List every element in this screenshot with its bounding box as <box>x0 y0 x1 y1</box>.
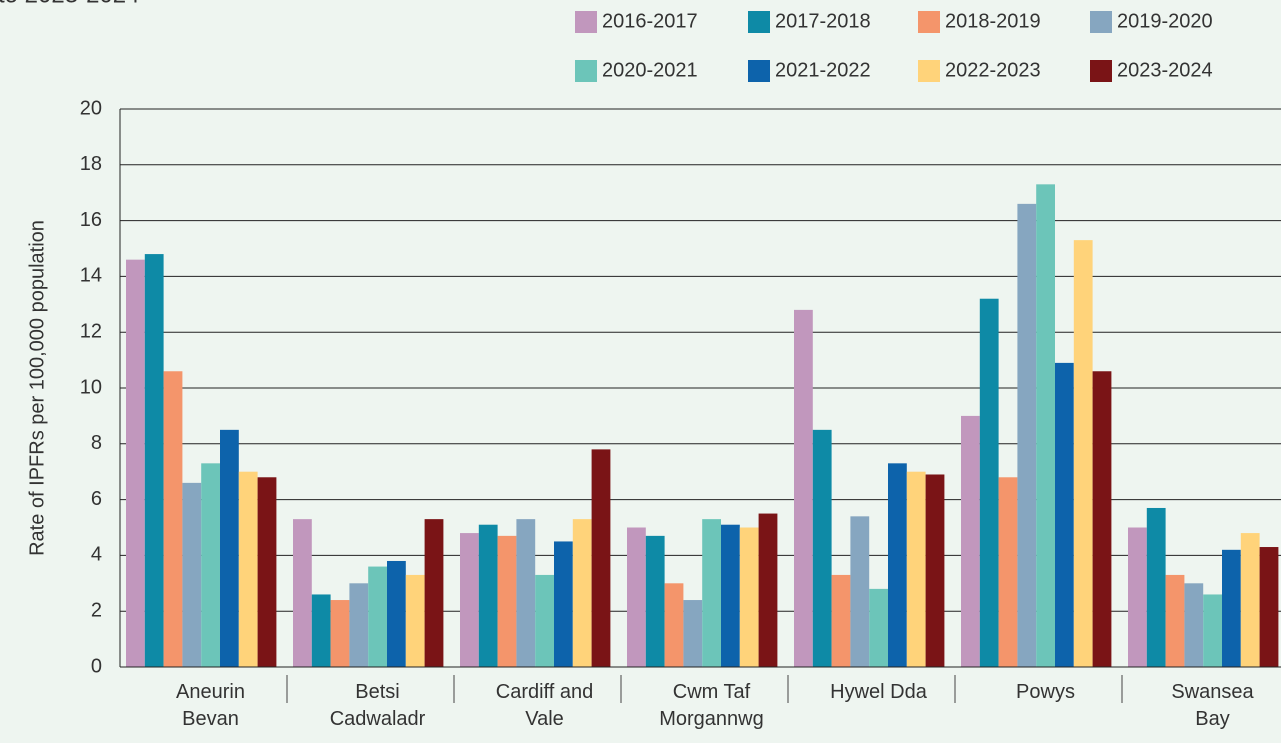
x-tick-label: Aneurin Bevan <box>176 681 245 730</box>
bar <box>201 463 220 667</box>
bar <box>554 541 573 667</box>
y-tick-label: 6 <box>91 488 102 510</box>
bar <box>1017 203 1037 668</box>
bar <box>163 371 183 667</box>
bar <box>739 527 759 667</box>
y-tick-label: 20 <box>80 97 102 119</box>
bar <box>888 463 907 667</box>
bar <box>850 516 870 667</box>
legend-swatch <box>748 11 770 33</box>
x-tick-label: Cwm Taf Morgannwg <box>659 681 764 730</box>
y-tick-label: 18 <box>80 153 102 175</box>
bar <box>998 477 1018 667</box>
bar <box>812 429 832 667</box>
bar <box>405 574 425 667</box>
bar <box>1055 362 1074 667</box>
x-tick-label: Betsi Cadwaladr <box>329 681 426 730</box>
chart-title: to 2023-2024 <box>0 0 139 8</box>
y-tick-label: 14 <box>80 265 102 287</box>
x-tick-label: Powys <box>1016 681 1075 703</box>
bar <box>1240 533 1260 667</box>
bar <box>478 524 498 667</box>
bar <box>1073 240 1093 667</box>
bar <box>1222 549 1241 667</box>
legend-label: 2023-2024 <box>1117 59 1213 81</box>
bar <box>627 527 646 667</box>
bar <box>126 259 145 667</box>
bar <box>1036 184 1055 667</box>
bar <box>311 594 331 667</box>
bar <box>387 560 406 667</box>
bar <box>220 429 239 667</box>
legend-label: 2018-2019 <box>945 10 1041 32</box>
bar <box>702 519 721 667</box>
y-axis-label: Rate of IPFRs per 100,000 population <box>26 220 48 556</box>
bar <box>572 519 592 667</box>
bar <box>424 519 444 667</box>
bar <box>664 583 684 667</box>
legend-swatch <box>575 11 597 33</box>
y-tick-label: 12 <box>80 320 102 342</box>
y-tick-label: 2 <box>91 599 102 621</box>
bar <box>1259 547 1279 667</box>
bar <box>906 471 926 667</box>
y-tick-label: 16 <box>80 209 102 231</box>
bar <box>758 513 778 667</box>
bar <box>330 600 350 667</box>
legend-swatch <box>1090 11 1112 33</box>
x-tick-label: Cardiff and Vale <box>495 681 594 730</box>
legend-swatch <box>748 60 770 82</box>
bar <box>831 574 851 667</box>
bar <box>1146 507 1166 667</box>
bar <box>368 566 387 667</box>
bar <box>516 519 536 667</box>
legend-swatch <box>575 60 597 82</box>
bar <box>144 254 164 667</box>
bar <box>497 535 517 667</box>
bar <box>238 471 258 667</box>
bar <box>1128 527 1147 667</box>
legend-label: 2022-2023 <box>945 59 1041 81</box>
bar <box>925 474 945 667</box>
bar <box>182 482 202 667</box>
y-tick-label: 4 <box>91 544 102 566</box>
legend-label: 2017-2018 <box>775 10 871 32</box>
bar <box>979 298 999 667</box>
legend-swatch <box>918 11 940 33</box>
bar <box>794 309 813 667</box>
x-tick-label: Hywel Dda <box>830 681 927 703</box>
bar <box>1092 371 1112 667</box>
bar <box>1184 583 1204 667</box>
bar <box>535 574 554 667</box>
legend-swatch <box>918 60 940 82</box>
bar <box>1203 594 1222 667</box>
legend-label: 2021-2022 <box>775 59 871 81</box>
bar <box>591 449 611 667</box>
bar <box>683 600 703 667</box>
legend-label: 2020-2021 <box>602 59 698 81</box>
legend-label: 2019-2020 <box>1117 10 1213 32</box>
bar <box>645 535 665 667</box>
bar <box>721 524 740 667</box>
bar <box>961 415 980 667</box>
bar <box>1165 574 1185 667</box>
bar <box>460 533 479 667</box>
legend-label: 2016-2017 <box>602 10 698 32</box>
y-tick-label: 8 <box>91 432 102 454</box>
y-tick-label: 0 <box>91 655 102 677</box>
bar <box>293 519 312 667</box>
y-tick-label: 10 <box>80 376 102 398</box>
bar <box>869 588 888 667</box>
bar <box>257 477 277 667</box>
bar <box>349 583 369 667</box>
legend-swatch <box>1090 60 1112 82</box>
x-tick-label: Swansea Bay <box>1171 681 1254 730</box>
